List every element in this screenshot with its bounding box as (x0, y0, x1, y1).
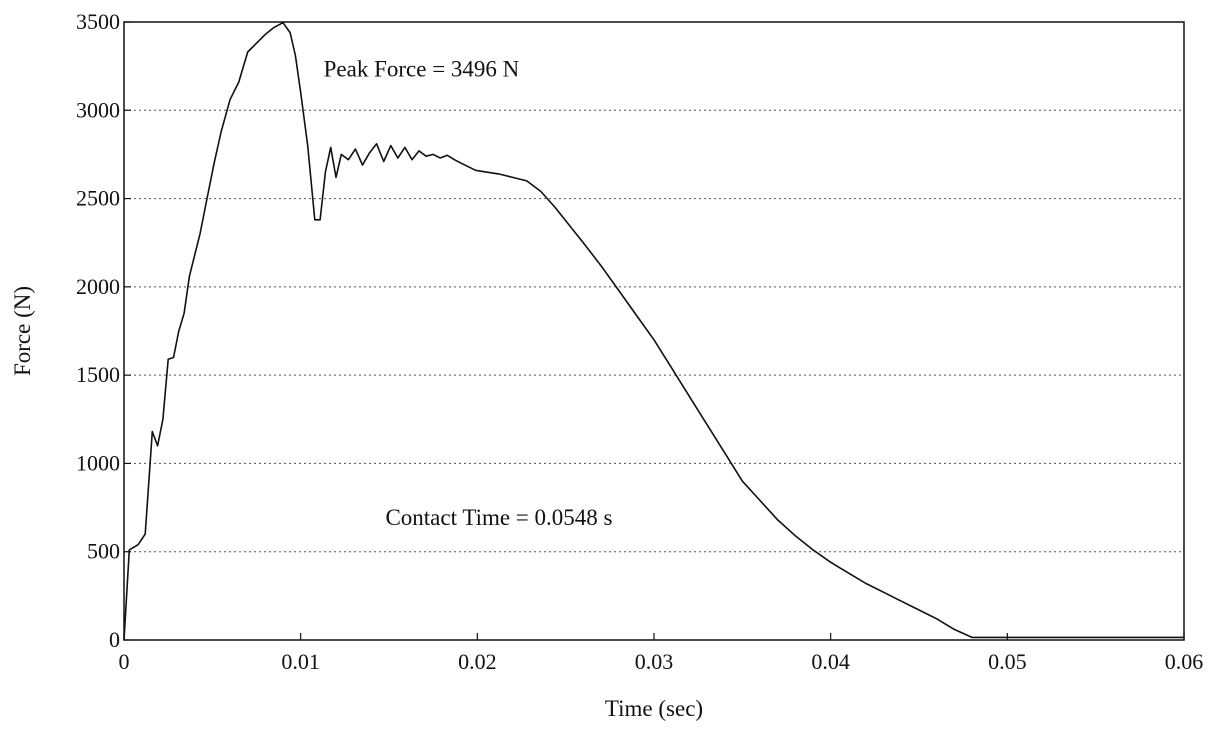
x-tick-label: 0.06 (1165, 649, 1204, 674)
x-tick-label: 0.02 (458, 649, 497, 674)
y-tick-label: 1000 (76, 450, 120, 475)
x-tick-label: 0.01 (281, 649, 320, 674)
y-tick-label: 1500 (76, 362, 120, 387)
y-tick-label: 2500 (76, 186, 120, 211)
y-axis-label: Force (N) (10, 286, 35, 376)
y-axis-ticks: 0 500 1000 1500 2000 2500 3000 3500 (76, 9, 131, 652)
gridlines (124, 109, 1184, 553)
x-tick-label: 0.05 (988, 649, 1027, 674)
y-tick-label: 0 (109, 627, 120, 652)
x-tick-label: 0.04 (811, 649, 850, 674)
plot-frame (123, 21, 1185, 641)
y-tick-label: 3000 (76, 97, 120, 122)
contact-time-annotation: Contact Time = 0.0548 s (385, 505, 612, 530)
peak-force-annotation: Peak Force = 3496 N (324, 57, 520, 82)
x-axis-label: Time (sec) (605, 696, 703, 721)
x-tick-label: 0.03 (635, 649, 674, 674)
y-tick-label: 3500 (76, 9, 120, 34)
x-axis-ticks: 0 0.01 0.02 0.03 0.04 0.05 0.06 (119, 633, 1204, 674)
force-series-line (123, 21, 1184, 641)
y-tick-label: 500 (87, 539, 120, 564)
x-tick-label: 0 (119, 649, 130, 674)
y-tick-label: 2000 (76, 274, 120, 299)
